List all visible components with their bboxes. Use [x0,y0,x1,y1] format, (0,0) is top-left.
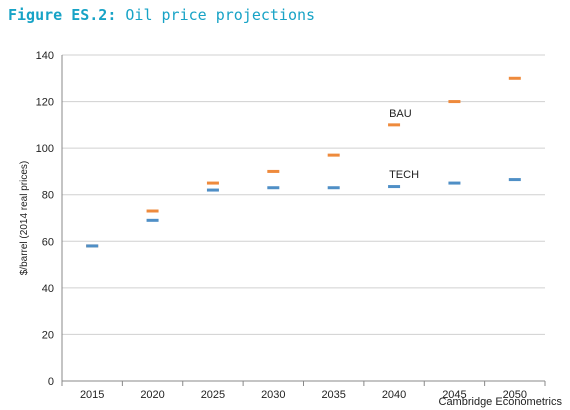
x-tick-label: 2030 [261,389,285,401]
x-tick-label: 2025 [201,389,225,401]
gridlines [62,54,545,335]
series-labels: BAU TECH [389,108,419,181]
x-tick-label: 2040 [382,389,406,401]
x-tick-label: 2015 [80,389,104,401]
y-tick-label: 40 [42,283,54,295]
y-tick-label: 80 [42,190,54,202]
y-tick-label: 140 [36,50,54,62]
figure-number: Figure ES.2: [8,6,117,24]
y-axis-label: $/barrel (2014 real prices) [19,161,30,276]
data-marks [86,76,521,248]
series-label-bau: BAU [389,108,412,120]
y-tick-label: 0 [48,376,54,388]
y-tick-label: 20 [42,329,54,341]
figure-title: Oil price projections [125,6,316,24]
source-credit: Cambridge Econometrics [438,396,563,408]
y-tick-label: 60 [42,236,54,248]
x-tick-label: 2020 [140,389,164,401]
figure-heading: Figure ES.2: Oil price projections [8,6,315,24]
x-tick-label: 2045 [442,389,466,401]
x-tick-label: 2035 [321,389,345,401]
y-tick-label: 120 [36,97,54,109]
x-tick-label: 2050 [503,389,527,401]
series-label-tech: TECH [389,169,419,181]
y-tick-label: 100 [36,143,54,155]
